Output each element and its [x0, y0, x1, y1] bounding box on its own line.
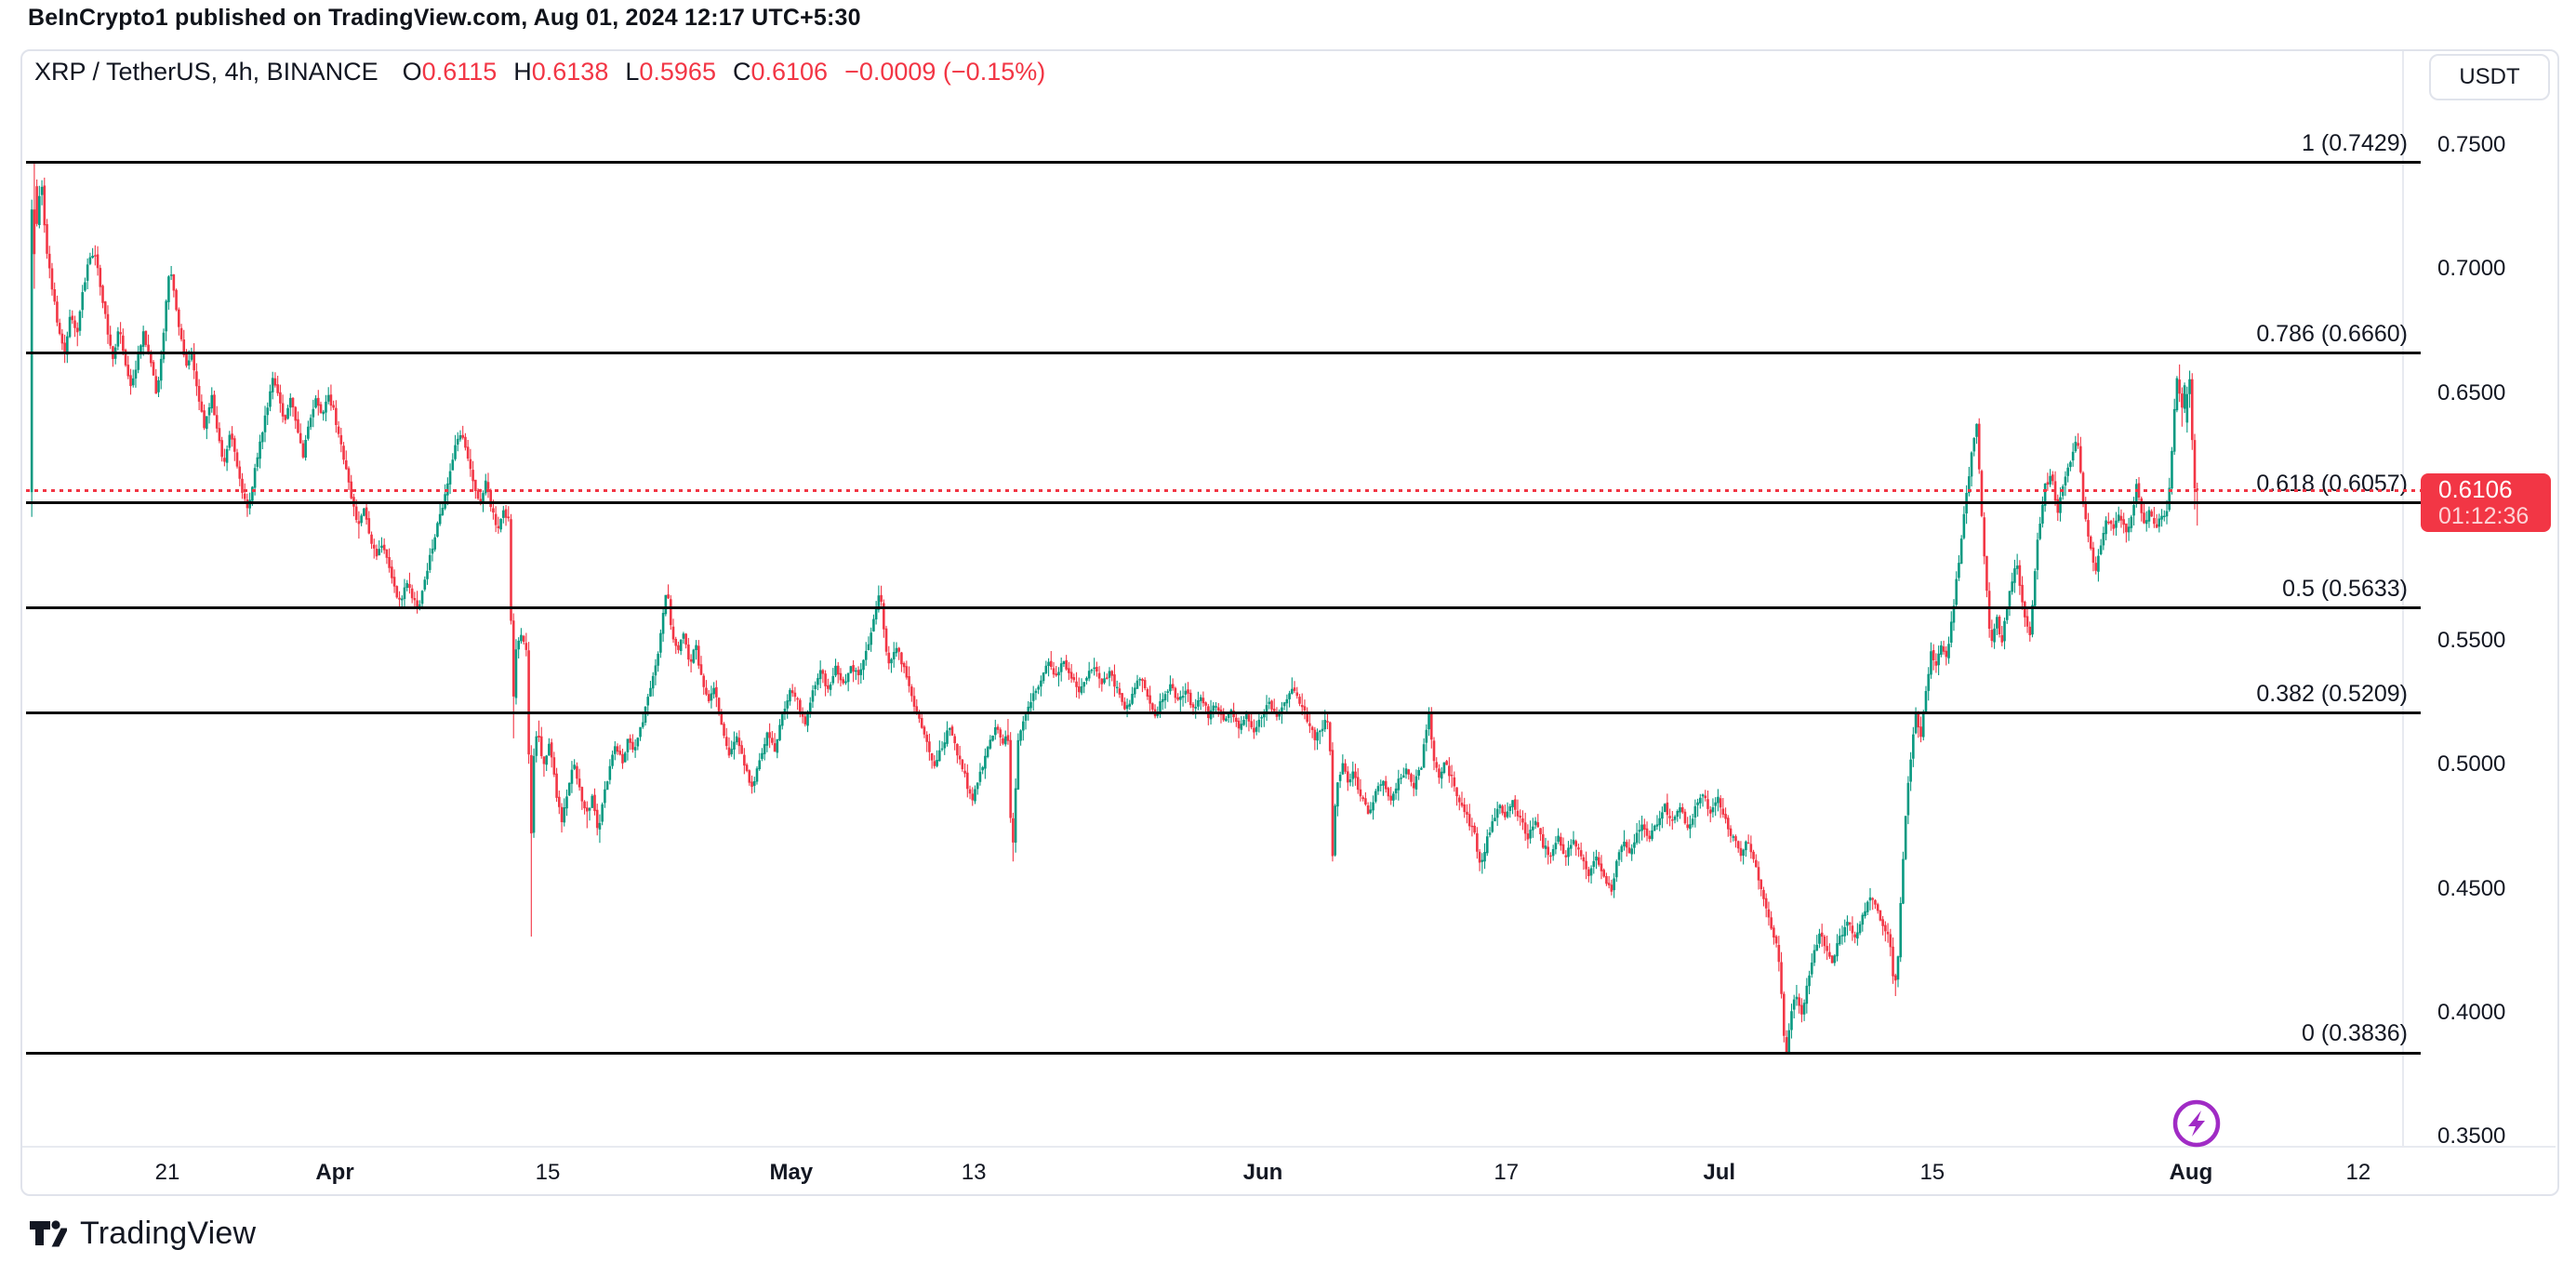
symbol-title: XRP / TetherUS, 4h, BINANCE	[34, 58, 378, 86]
current-price-badge: 0.6106 01:12:36	[2421, 473, 2551, 532]
price-tick-label: 0.6500	[2437, 379, 2506, 405]
price-tick-label: 0.5000	[2437, 751, 2506, 778]
price-axis-separator	[2402, 51, 2404, 1146]
price-tick-label: 0.5500	[2437, 628, 2506, 653]
ohlc-item: O0.6115	[403, 58, 498, 86]
tradingview-logo-text: TradingView	[80, 1215, 257, 1251]
ohlc-item: L0.5965	[625, 58, 716, 86]
fib-level-label: 0.786 (0.6660)	[2256, 320, 2408, 347]
price-tick-label: 0.7000	[2437, 256, 2506, 282]
time-tick-label: Aug	[2169, 1160, 2213, 1185]
ohlc-item: H0.6138	[513, 58, 608, 86]
price-tick-label: 0.3500	[2437, 1123, 2506, 1149]
fib-axis-tick	[2402, 711, 2413, 715]
ohlc-value: 0.5965	[639, 58, 716, 86]
fib-axis-tick	[2402, 606, 2413, 610]
time-axis-separator	[22, 1146, 2556, 1148]
fib-level-label: 0.382 (0.5209)	[2256, 680, 2408, 707]
lightning-icon[interactable]	[2171, 1097, 2223, 1150]
price-tick-label: 0.7500	[2437, 132, 2506, 157]
time-tick-label: 21	[154, 1160, 180, 1185]
fib-axis-tick	[2402, 501, 2413, 505]
fib-axis-tick	[2402, 352, 2413, 355]
time-tick-label: Jul	[1703, 1160, 1736, 1185]
currency-toggle-label: USDT	[2459, 64, 2520, 89]
fib-axis-tick	[2402, 161, 2413, 165]
currency-toggle-button[interactable]: USDT	[2429, 54, 2550, 100]
candle-countdown: 01:12:36	[2438, 503, 2530, 529]
ohlc-label: L	[625, 58, 640, 86]
time-tick-label: Jun	[1242, 1160, 1283, 1185]
time-tick-label: Apr	[315, 1160, 354, 1185]
ohlc-value: 0.6106	[750, 58, 829, 86]
time-tick-label: May	[769, 1160, 814, 1185]
time-tick-label: 15	[1919, 1160, 1945, 1185]
tradingview-logo[interactable]: TradingView	[28, 1212, 256, 1255]
fib-level-label: 0.5 (0.5633)	[2282, 575, 2408, 602]
fib-axis-tick	[2402, 1051, 2413, 1055]
ohlc-value: 0.6138	[531, 58, 609, 86]
price-tick-label: 0.4000	[2437, 999, 2506, 1025]
ohlc-label: H	[513, 58, 532, 86]
ohlc-value: 0.6115	[421, 58, 498, 86]
time-tick-label: 13	[961, 1160, 987, 1185]
ohlc-values: O0.6115 H0.6138 L0.5965 C0.6106	[403, 58, 844, 86]
change-value: −0.0009 (−0.15%)	[844, 58, 1046, 86]
symbol-title-row: XRP / TetherUS, 4h, BINANCE O0.6115 H0.613…	[34, 58, 1045, 86]
ohlc-item: C0.6106	[733, 58, 828, 86]
attribution-header: BeInCrypto1 published on TradingView.com…	[28, 5, 861, 31]
time-tick-label: 17	[1494, 1160, 1520, 1185]
time-tick-label: 15	[535, 1160, 561, 1185]
tradingview-logo-icon	[30, 1220, 67, 1247]
time-tick-label: 12	[2345, 1160, 2371, 1185]
chart-plot-area[interactable]	[22, 51, 2402, 1146]
current-price-value: 0.6106	[2438, 475, 2513, 503]
price-tick-label: 0.4500	[2437, 875, 2506, 901]
ohlc-label: O	[402, 58, 422, 86]
fib-level-label: 1 (0.7429)	[2302, 129, 2408, 156]
ohlc-label: C	[732, 58, 751, 86]
fib-level-label: 0 (0.3836)	[2302, 1020, 2408, 1047]
